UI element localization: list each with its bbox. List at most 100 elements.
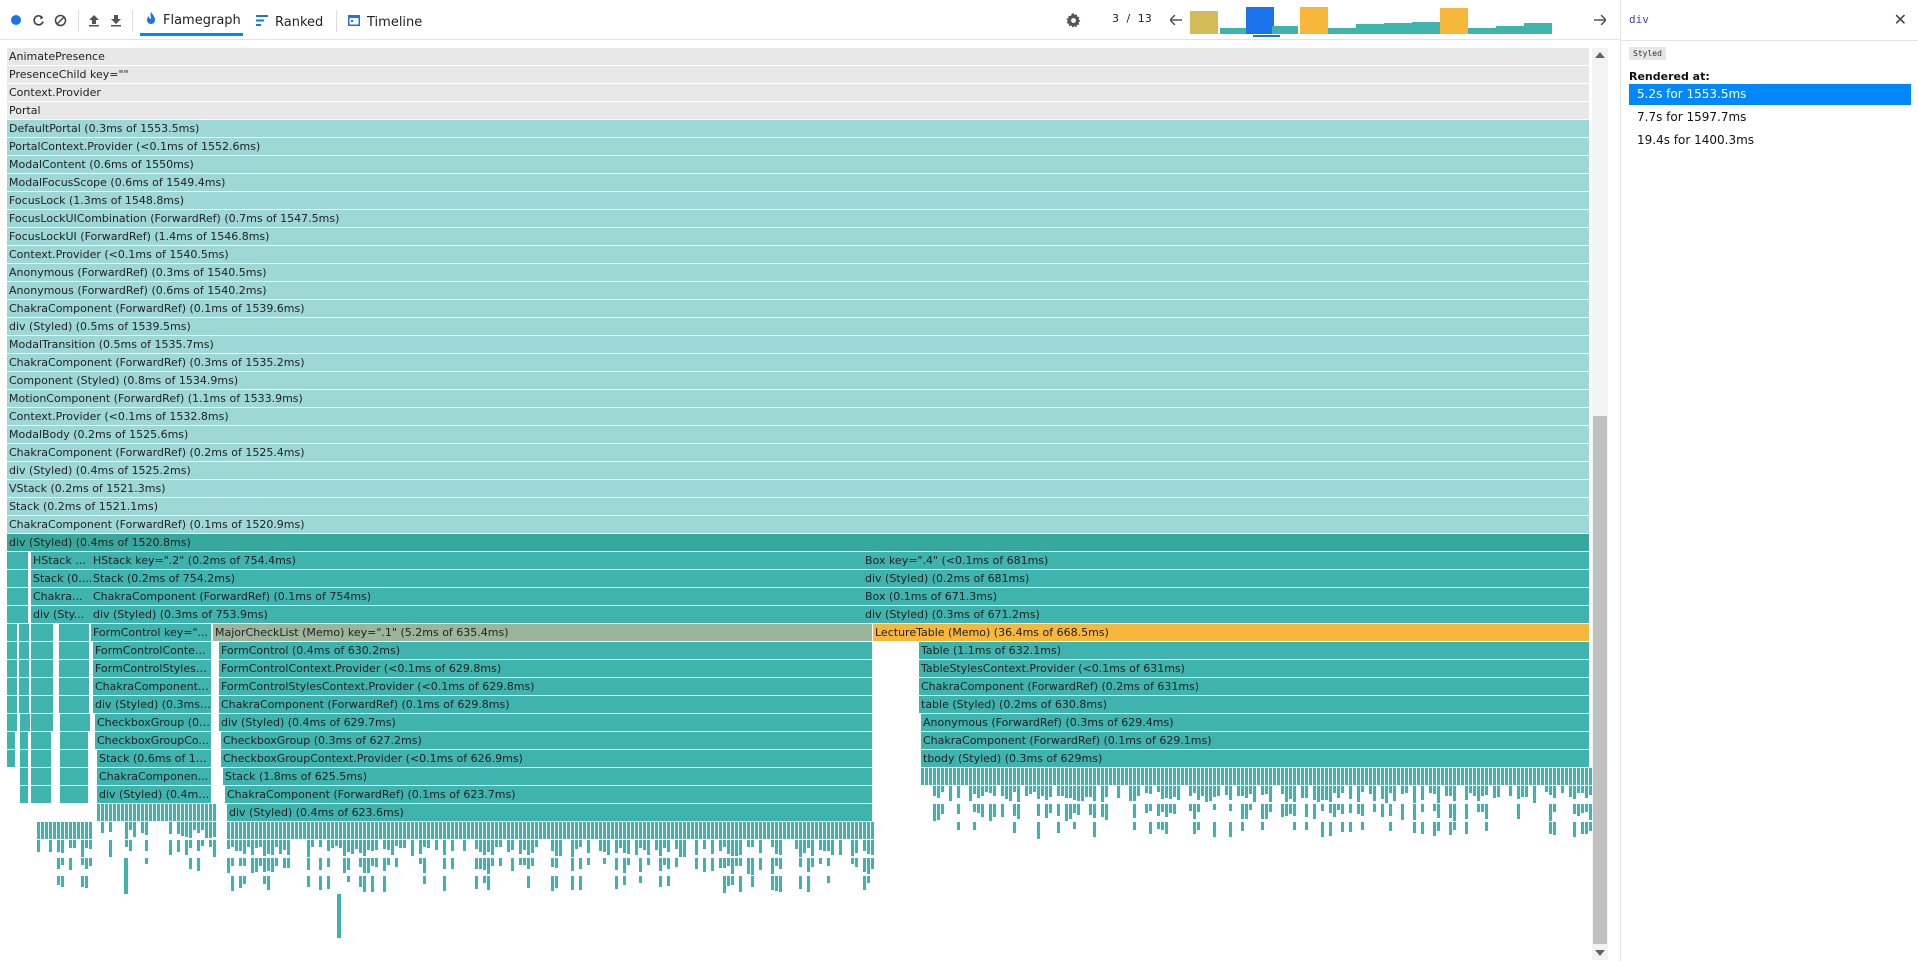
flame-leaf[interactable] [359,876,362,887]
flame-leaf[interactable] [659,840,662,856]
flame-leaf[interactable] [1241,822,1244,831]
flame-leaf[interactable] [255,840,258,848]
flamegraph-scrollbar[interactable] [1592,48,1608,960]
flame-leaf[interactable] [231,876,234,891]
flame-leaf[interactable] [1465,804,1468,819]
flame-leaf[interactable] [471,822,474,839]
flame-leaf[interactable] [1581,768,1584,785]
flame-leaf[interactable] [575,840,578,849]
flame-leaf[interactable] [1193,822,1196,834]
flame-leaf[interactable] [1173,786,1176,797]
flame-leaf[interactable] [395,858,398,867]
flame-leaf[interactable] [571,822,574,839]
flame-leaf[interactable] [387,858,390,865]
flame-bar[interactable]: Component (Styled) (0.8ms of 1534.9ms) [7,372,1590,389]
flame-leaf[interactable] [795,840,798,849]
flame-bar[interactable]: Context.Provider (<0.1ms of 1540.5ms) [7,246,1590,263]
flame-leaf[interactable] [1161,768,1164,785]
flame-leaf[interactable] [347,858,350,870]
flame-leaf[interactable] [1357,804,1360,814]
flame-leaf[interactable] [1057,804,1060,816]
flame-leaf[interactable] [1413,804,1416,820]
flame-leaf[interactable] [675,840,678,849]
flame-sliver[interactable] [60,732,88,749]
flame-leaf[interactable] [45,822,48,839]
flame-leaf[interactable] [1065,804,1068,821]
flame-leaf[interactable] [949,786,952,801]
flame-leaf[interactable] [579,840,582,847]
flame-leaf[interactable] [599,822,602,839]
flame-leaf[interactable] [1249,768,1252,785]
flame-leaf[interactable] [1153,768,1156,785]
commit-bar[interactable] [1246,7,1274,34]
flame-leaf[interactable] [169,840,172,855]
flame-leaf[interactable] [1065,768,1068,785]
flame-leaf[interactable] [1041,786,1044,796]
flame-bar[interactable]: PresenceChild key="" [7,66,1590,83]
flame-leaf[interactable] [807,876,810,892]
flame-leaf[interactable] [567,822,570,839]
flame-leaf[interactable] [205,822,208,838]
flame-bar[interactable]: div (Styled) (0.3ms of 753.9ms) [91,606,873,623]
flame-leaf[interactable] [1213,786,1216,797]
flame-leaf[interactable] [937,768,940,785]
flame-leaf[interactable] [367,822,370,839]
flame-leaf[interactable] [941,786,944,792]
flame-leaf[interactable] [1577,804,1580,816]
flame-leaf[interactable] [727,876,730,886]
flame-leaf[interactable] [1185,768,1188,785]
flame-leaf[interactable] [937,786,940,798]
flame-leaf[interactable] [231,840,234,847]
flame-bar[interactable]: FormControl key="... [91,624,212,641]
flame-leaf[interactable] [993,786,996,796]
flame-leaf[interactable] [751,840,754,847]
flame-leaf[interactable] [1289,786,1292,799]
flame-leaf[interactable] [827,840,830,851]
flame-bar[interactable]: ChakraComponent ... [93,678,212,695]
flame-leaf[interactable] [327,840,330,851]
flame-leaf[interactable] [1385,768,1388,785]
flame-leaf[interactable] [61,858,64,865]
flame-leaf[interactable] [311,840,314,847]
flame-leaf[interactable] [1413,822,1416,833]
flame-leaf[interactable] [1209,786,1212,801]
flame-leaf[interactable] [945,768,948,785]
flame-leaf[interactable] [1469,768,1472,785]
flame-leaf[interactable] [419,822,422,839]
flame-leaf[interactable] [799,822,802,839]
flame-leaf[interactable] [443,840,446,855]
flame-leaf[interactable] [751,858,754,875]
flame-sliver[interactable] [19,624,29,641]
flame-leaf[interactable] [1329,822,1332,836]
flame-leaf[interactable] [101,804,104,821]
flame-leaf[interactable] [723,822,726,839]
flame-leaf[interactable] [1509,786,1512,796]
flame-leaf[interactable] [145,840,148,851]
flame-leaf[interactable] [161,804,164,821]
flame-leaf[interactable] [1297,768,1300,785]
flame-leaf[interactable] [213,822,216,837]
flame-leaf[interactable] [1437,804,1440,818]
flame-bar[interactable]: Context.Provider [7,84,1590,101]
flame-leaf[interactable] [727,858,730,866]
flame-leaf[interactable] [807,858,810,872]
flame-leaf[interactable] [867,840,870,854]
flame-leaf[interactable] [57,840,60,852]
flame-leaf[interactable] [759,858,762,870]
flame-leaf[interactable] [1349,786,1352,799]
flame-leaf[interactable] [599,840,602,851]
flame-leaf[interactable] [1145,768,1148,785]
flame-leaf[interactable] [1197,822,1200,830]
flame-leaf[interactable] [1577,786,1580,793]
flame-leaf[interactable] [683,822,686,839]
flame-leaf[interactable] [403,840,406,848]
flame-leaf[interactable] [395,822,398,839]
flame-leaf[interactable] [1281,768,1284,785]
flame-leaf[interactable] [1461,768,1464,785]
flame-leaf[interactable] [201,840,204,846]
flame-leaf[interactable] [1033,768,1036,785]
flame-leaf[interactable] [339,840,342,848]
flame-leaf[interactable] [1469,786,1472,793]
flame-leaf[interactable] [1589,768,1592,785]
flame-leaf[interactable] [1149,768,1152,785]
